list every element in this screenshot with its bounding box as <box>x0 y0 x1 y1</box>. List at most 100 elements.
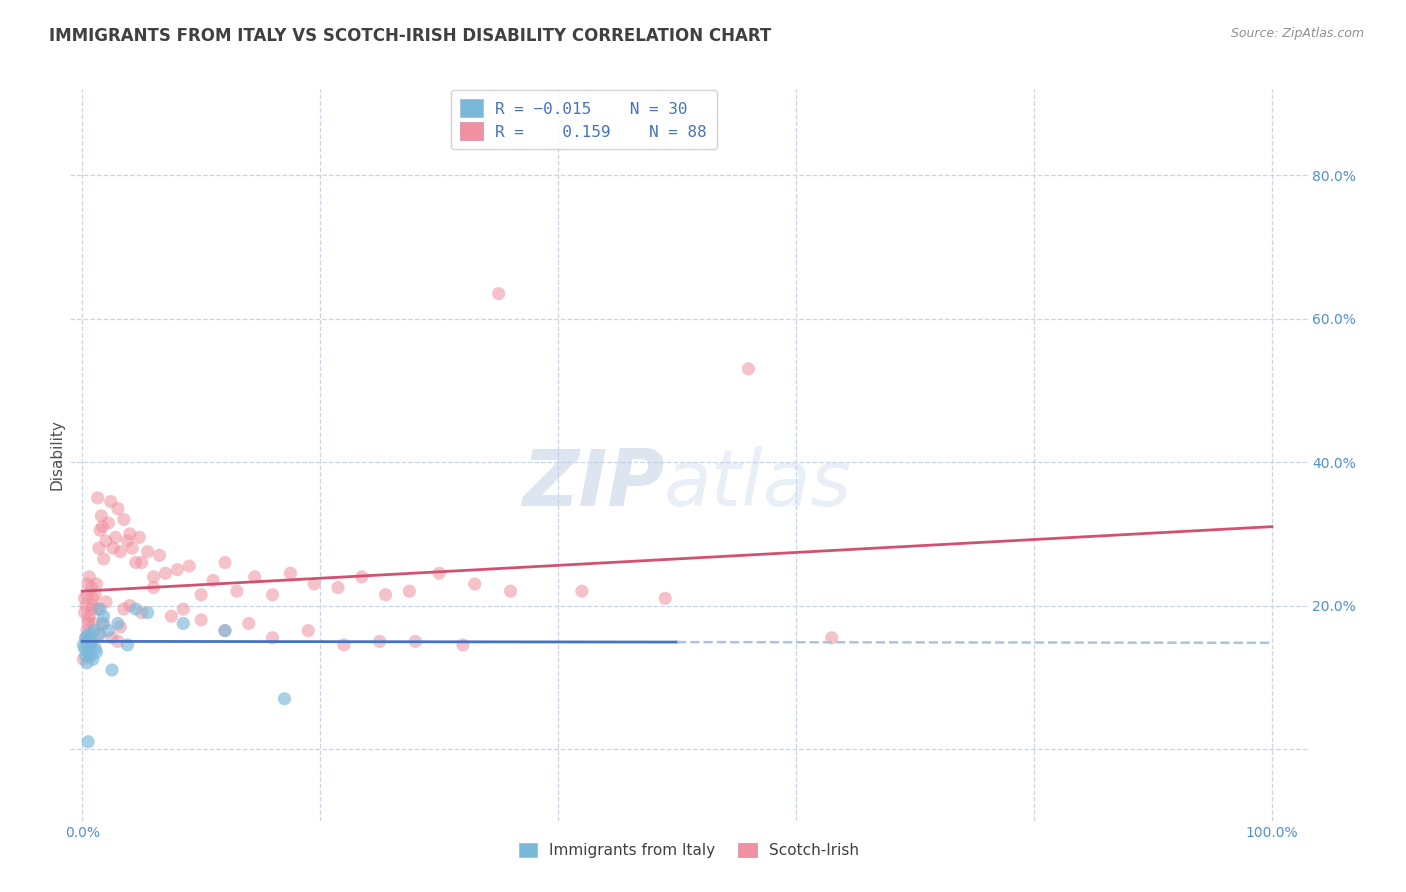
Point <box>86 577 108 591</box>
Point <box>75 648 97 663</box>
Point <box>117 638 139 652</box>
Text: atlas: atlas <box>664 446 852 522</box>
Point <box>90 508 112 523</box>
Point <box>225 584 247 599</box>
Point <box>112 602 135 616</box>
Point <box>75 631 97 645</box>
Point <box>77 577 100 591</box>
Point <box>121 541 143 556</box>
Point <box>79 609 101 624</box>
Point <box>821 631 844 645</box>
Point <box>136 606 159 620</box>
Point <box>87 627 110 641</box>
Point <box>89 602 111 616</box>
Point <box>93 616 115 631</box>
Point <box>302 577 325 591</box>
Point <box>202 574 225 588</box>
Point <box>97 516 120 530</box>
Point <box>82 599 104 613</box>
Point <box>179 559 201 574</box>
Point <box>273 691 295 706</box>
Point <box>326 581 349 595</box>
Point <box>83 624 105 638</box>
Point <box>118 526 141 541</box>
Point <box>262 631 284 645</box>
Point <box>77 645 100 659</box>
Point <box>190 613 212 627</box>
Point <box>76 634 98 648</box>
Point <box>125 602 148 616</box>
Point <box>76 588 98 602</box>
Point <box>82 591 104 606</box>
Point <box>91 616 114 631</box>
Point <box>89 627 111 641</box>
Point <box>571 584 593 599</box>
Point <box>77 616 100 631</box>
Point <box>131 606 153 620</box>
Point <box>76 656 98 670</box>
Point <box>72 652 94 666</box>
Point <box>148 549 170 563</box>
Point <box>214 556 236 570</box>
Point <box>297 624 319 638</box>
Point <box>172 602 194 616</box>
Point <box>79 648 101 663</box>
Point <box>737 362 759 376</box>
Point <box>107 616 129 631</box>
Point <box>172 616 194 631</box>
Point <box>79 627 101 641</box>
Point <box>101 541 124 556</box>
Point <box>75 631 97 645</box>
Legend: Immigrants from Italy, Scotch-Irish: Immigrants from Italy, Scotch-Irish <box>513 837 865 864</box>
Point <box>155 566 177 581</box>
Point <box>110 620 132 634</box>
Point <box>350 570 373 584</box>
Point <box>214 624 236 638</box>
Point <box>97 624 120 638</box>
Point <box>86 645 108 659</box>
Point <box>374 588 396 602</box>
Point <box>77 735 100 749</box>
Text: IMMIGRANTS FROM ITALY VS SCOTCH-IRISH DISABILITY CORRELATION CHART: IMMIGRANTS FROM ITALY VS SCOTCH-IRISH DI… <box>49 27 772 45</box>
Point <box>128 530 150 544</box>
Point <box>77 613 100 627</box>
Point <box>89 523 111 537</box>
Point <box>125 556 148 570</box>
Point <box>94 533 117 548</box>
Point <box>368 634 391 648</box>
Point <box>100 494 122 508</box>
Point <box>238 616 260 631</box>
Point <box>404 634 426 648</box>
Point <box>79 638 101 652</box>
Point <box>160 609 183 624</box>
Point <box>77 627 100 641</box>
Point <box>464 577 486 591</box>
Point <box>333 638 356 652</box>
Point <box>488 286 510 301</box>
Point <box>107 501 129 516</box>
Point <box>73 641 96 656</box>
Point <box>117 533 139 548</box>
Point <box>107 634 129 648</box>
Point <box>80 634 103 648</box>
Point <box>427 566 450 581</box>
Point <box>82 652 104 666</box>
Point <box>84 588 107 602</box>
Point <box>84 641 107 656</box>
Y-axis label: Disability: Disability <box>49 419 65 491</box>
Point <box>86 602 108 616</box>
Point <box>118 599 141 613</box>
Point <box>101 631 124 645</box>
Point <box>499 584 522 599</box>
Point <box>280 566 302 581</box>
Point <box>398 584 420 599</box>
Point <box>142 581 165 595</box>
Point <box>79 570 101 584</box>
Point <box>190 588 212 602</box>
Point <box>72 638 94 652</box>
Point <box>262 588 284 602</box>
Text: Source: ZipAtlas.com: Source: ZipAtlas.com <box>1230 27 1364 40</box>
Text: ZIP: ZIP <box>522 446 664 522</box>
Point <box>83 616 105 631</box>
Point <box>101 663 124 677</box>
